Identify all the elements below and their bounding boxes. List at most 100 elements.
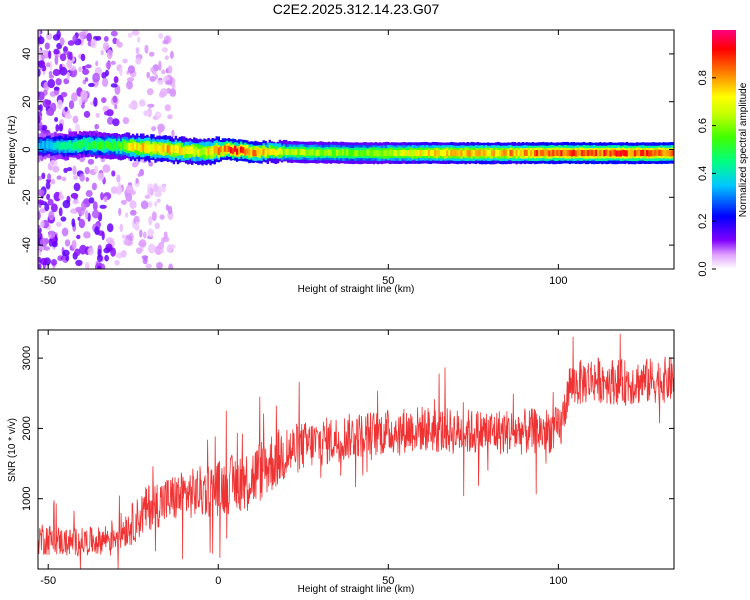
spectrogram-ridge-cell: [533, 150, 537, 157]
spectrogram-ridge-cell: [74, 142, 78, 150]
spectrogram-ridge-cell: [380, 150, 384, 157]
spectrogram-noise-cell: [59, 63, 63, 72]
spectrogram-noise-cell: [47, 198, 54, 206]
spectrogram-ridge-cell: [395, 150, 398, 157]
spectrogram-ridge-cell: [182, 147, 186, 155]
spectrogram-ridge-cell: [240, 146, 243, 153]
spectrogram-noise-cell: [55, 78, 62, 86]
spectrogram-ridge-cell: [540, 149, 543, 157]
spectrogram-noise-cell: [147, 186, 151, 197]
spectrogram-ridge-cell: [289, 149, 292, 156]
spectrogram-noise-cell: [56, 175, 62, 180]
spectrogram-noise-cell: [147, 243, 156, 254]
spectrogram-noise-cell: [153, 185, 159, 192]
spectrogram-ridge-cell: [270, 148, 273, 155]
spectrogram-xtick-label: -50: [40, 275, 56, 287]
spectrogram-noise-cell: [90, 39, 97, 49]
spectrogram-ridge-cell: [431, 149, 435, 157]
spectrogram-noise-cell: [135, 221, 139, 230]
spectrogram-ridge-cell: [568, 149, 571, 157]
spectrogram-ridge-cell: [329, 149, 333, 157]
spectrogram-ridge-cell: [505, 149, 508, 156]
spectrogram-ridge-cell: [76, 140, 80, 149]
spectrogram-noise-cell: [44, 42, 50, 50]
spectrogram-noise-cell: [102, 164, 111, 173]
spectrogram-ridge-cell: [301, 149, 304, 156]
spectrogram-ridge-cell: [125, 142, 129, 151]
spectrogram-ridge-cell: [266, 148, 269, 155]
spectrogram-ridge-cell: [176, 145, 180, 154]
spectrogram-ridge-cell: [129, 143, 133, 151]
spectrogram-ridge-cell: [164, 144, 167, 152]
spectrogram-noise-cell: [71, 92, 78, 102]
spectrogram-noise-cell: [41, 172, 46, 180]
spectrogram-noise-cell: [159, 214, 165, 220]
spectrogram-noise-cell: [46, 32, 53, 41]
spectrogram-noise-cell: [103, 36, 109, 42]
spectrogram-ridge-cell: [315, 149, 318, 156]
spectrogram-ridge-cell: [111, 143, 114, 151]
spectrogram-ridge-cell: [109, 142, 112, 150]
snr-xlabel: Height of straight line (km): [298, 584, 415, 595]
spectrogram-ridge-cell: [386, 150, 390, 157]
spectrogram-noise-cell: [127, 32, 133, 38]
spectrogram-ridge-cell: [140, 144, 143, 153]
spectrogram-ytick-label: 40: [21, 48, 33, 60]
spectrogram-ridge-cell: [631, 150, 635, 157]
spectrogram-ridge-cell: [91, 141, 94, 149]
spectrogram-ridge-cell: [80, 139, 84, 148]
spectrogram-noise-cell: [110, 60, 116, 65]
snr-marks: [38, 333, 674, 569]
spectrogram-noise-cell: [148, 216, 153, 226]
spectrogram-ridge-cell: [427, 149, 431, 157]
spectrogram-ridge-cell: [268, 148, 271, 155]
spectrogram-noise-cell: [50, 178, 56, 185]
snr-series-line: [38, 333, 674, 569]
spectrogram-ridge-cell: [274, 150, 278, 157]
spectrogram-noise-cell: [38, 249, 42, 257]
spectrogram-ridge-cell: [72, 142, 76, 150]
spectrogram-ridge-cell: [535, 150, 539, 157]
spectrogram-noise-cell: [147, 228, 155, 238]
spectrogram-ridge-cell: [87, 142, 90, 150]
spectrogram-noise-cell: [135, 177, 139, 184]
spectrogram-ridge-cell: [152, 143, 155, 152]
spectrogram-noise-cell: [122, 117, 130, 125]
spectrogram-ridge-cell: [295, 149, 298, 156]
colorbar-gradient: [712, 30, 736, 269]
spectrogram-noise-cell: [50, 259, 58, 266]
spectrogram-noise-cell: [56, 30, 61, 40]
spectrogram-noise-cell: [129, 200, 137, 209]
spectrogram-ridge-cell: [60, 142, 63, 150]
spectrogram-ytick-label: 20: [21, 96, 33, 108]
spectrogram-noise-cell: [48, 210, 55, 221]
spectrogram-ridge-cell: [356, 149, 359, 157]
spectrogram-ridge-cell: [138, 143, 141, 151]
spectrogram-noise-cell: [58, 207, 63, 217]
spectrogram-noise-cell: [74, 123, 81, 133]
spectrogram-noise-cell: [55, 124, 60, 132]
spectrogram-ytick-label: -20: [21, 189, 33, 205]
spectrogram-ridge-cell: [374, 149, 378, 156]
spectrogram-noise-cell: [119, 223, 124, 233]
spectrogram-noise-cell: [168, 263, 174, 269]
spectrogram-noise-cell: [64, 239, 71, 247]
spectrogram-noise-cell: [127, 77, 135, 82]
spectrogram-noise-cell: [38, 60, 46, 68]
spectrogram-ridge-cell: [319, 149, 322, 156]
spectrogram-noise-cell: [106, 49, 113, 60]
spectrogram-noise-cell: [113, 76, 119, 84]
spectrogram-noise-cell: [112, 118, 120, 127]
spectrogram-ridge-cell: [582, 150, 586, 157]
spectrogram-ridge-cell: [478, 149, 482, 156]
spectrogram-noise-cell: [39, 237, 48, 248]
spectrogram-noise-cell: [38, 47, 41, 53]
spectrogram-noise-cell: [148, 51, 155, 57]
spectrogram-ridge-cell: [603, 150, 606, 157]
spectrogram-ridge-cell: [558, 150, 561, 157]
snr-ylabel: SNR (10 * v/v): [7, 418, 18, 482]
spectrogram-ridge-cell: [309, 149, 312, 156]
spectrogram-noise-cell: [135, 247, 143, 255]
spectrogram-noise-cell: [43, 246, 51, 251]
spectrogram-noise-cell: [138, 239, 147, 248]
